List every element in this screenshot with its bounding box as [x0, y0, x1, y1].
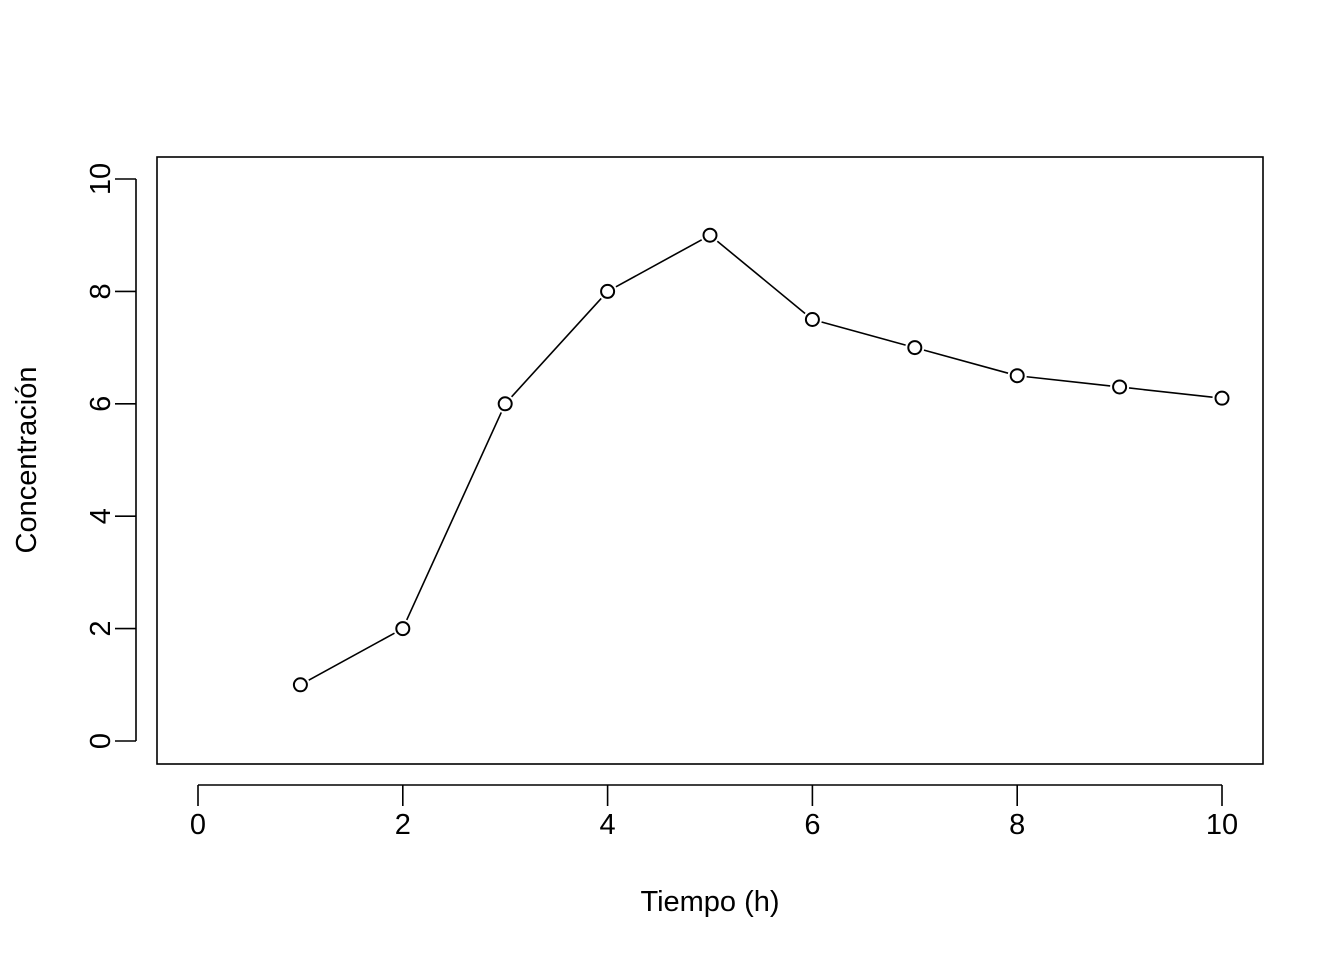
x-tick-label-6: 6 [804, 809, 820, 841]
series-0-point-9 [1214, 390, 1230, 406]
series-0-point-0 [292, 677, 308, 693]
series-0-point-2 [497, 396, 513, 412]
plot-frame [156, 156, 1264, 765]
y-tick-label-8: 8 [85, 283, 117, 299]
series-0-segment-7 [1026, 375, 1111, 387]
y-tick-label-6: 6 [85, 396, 117, 412]
x-tick-label-4: 4 [600, 809, 616, 841]
series-0-point-8 [1112, 379, 1128, 395]
series-0-segment-5 [821, 321, 906, 346]
series-0-segment-8 [1128, 387, 1213, 398]
series-0-segment-0 [308, 632, 395, 681]
y-tick-label-4: 4 [85, 508, 117, 524]
series-0-segment-1 [406, 412, 502, 621]
y-tick-label-10: 10 [85, 163, 117, 195]
x-tick-label-0: 0 [190, 809, 206, 841]
y-axis-label: Concentración [11, 367, 43, 554]
series-0-segment-6 [923, 349, 1009, 374]
x-tick-label-8: 8 [1009, 809, 1025, 841]
x-tick-label-10: 10 [1206, 809, 1238, 841]
series-0-segment-2 [511, 297, 602, 398]
x-axis: 0 2 4 6 8 10 [190, 784, 1238, 841]
y-axis: 0 2 4 6 8 10 [85, 163, 137, 749]
series-layer [292, 227, 1230, 693]
y-tick-label-2: 2 [85, 621, 117, 637]
series-0-segment-4 [716, 240, 806, 315]
series-0-point-4 [702, 227, 718, 243]
series-0-point-6 [907, 340, 923, 356]
series-0-point-7 [1009, 368, 1025, 384]
series-0-segment-3 [615, 239, 703, 288]
series-0-point-5 [804, 312, 820, 327]
y-tick-label-0: 0 [85, 733, 117, 749]
x-tick-label-2: 2 [395, 809, 411, 841]
x-axis-label: Tiempo (h) [640, 886, 779, 918]
series-0-point-1 [395, 621, 411, 637]
series-0-point-3 [600, 283, 616, 299]
